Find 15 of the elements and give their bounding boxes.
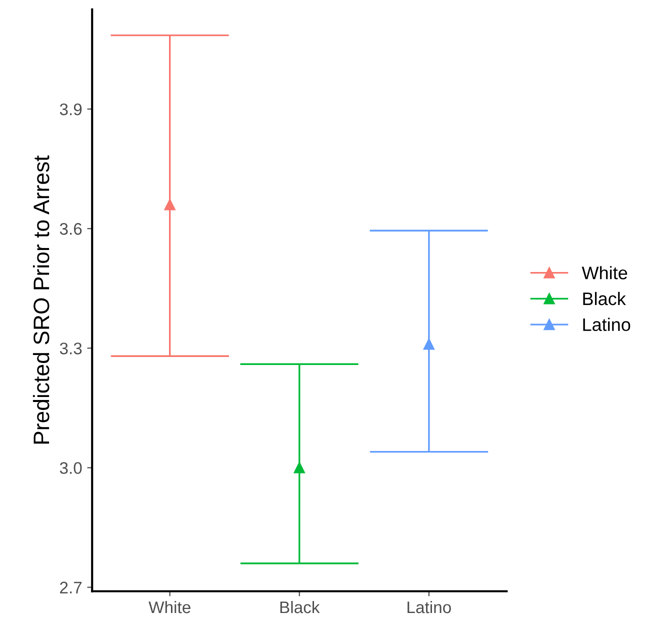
legend-label: White [582,266,628,280]
x-tick-label: White [148,600,190,614]
legend-label: Latino [583,318,630,332]
y-tick-label: 3.9 [60,103,82,116]
point [164,199,176,210]
y-tick-label: 3.0 [60,462,82,474]
y-tick-label: 3.3 [60,342,82,354]
y-tick-label: 2.7 [60,582,82,594]
x-tick-label: Black [280,600,320,614]
point [423,338,434,350]
y-tick-label: 3.6 [60,223,82,235]
point [294,462,305,474]
legend-label: Black [583,292,626,306]
y-axis-title: Predicted SRO Prior to Arrest [32,155,50,444]
x-tick-label: Latino [408,600,451,614]
